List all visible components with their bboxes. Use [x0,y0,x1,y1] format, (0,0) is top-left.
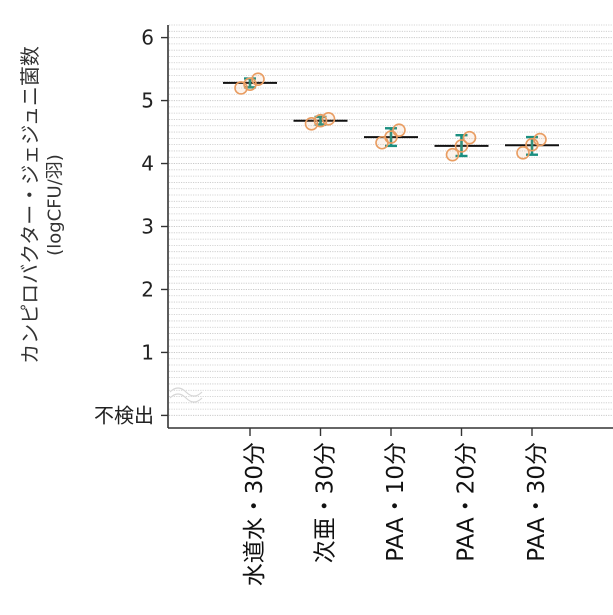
gridlines [169,24,613,416]
y-tick-label: 6 [141,26,154,50]
data-marks [223,72,559,162]
x-tick-label: PAA・10分 [383,442,409,562]
x-tick-labels: 水道水・30分 次亜・30分 PAA・10分 PAA・20分 PAA・30分 [242,442,550,586]
data-point [313,113,328,128]
y-tick-label: 1 [141,340,154,364]
data-point [392,123,406,137]
data-point [321,112,336,126]
x-tick-label: PAA・20分 [454,442,480,562]
y-axis-title-line-2: (logCFU/羽) [45,154,66,256]
y-tick-label: 4 [141,152,154,176]
axes [161,25,613,436]
x-tick-label: PAA・30分 [524,442,550,562]
axis-break-mark [169,387,203,403]
y-tick-label: 3 [141,215,154,239]
y-tick-label: 5 [141,89,154,113]
data-point [533,132,547,147]
data-point [516,146,530,160]
y-tick-label: 不検出 [94,403,154,427]
y-axis-title-line-1: カンピロバクター・ジェジュニ菌数 [18,46,42,364]
data-point [454,139,469,153]
data-point [462,130,477,145]
data-point [251,72,265,86]
y-tick-label: 2 [141,277,154,301]
x-tick-label: 水道水・30分 [242,442,268,586]
data-point [445,147,460,162]
y-tick-labels: 不検出 1 2 3 4 5 6 [94,26,154,428]
x-tick-label: 次亜・30分 [313,442,339,563]
